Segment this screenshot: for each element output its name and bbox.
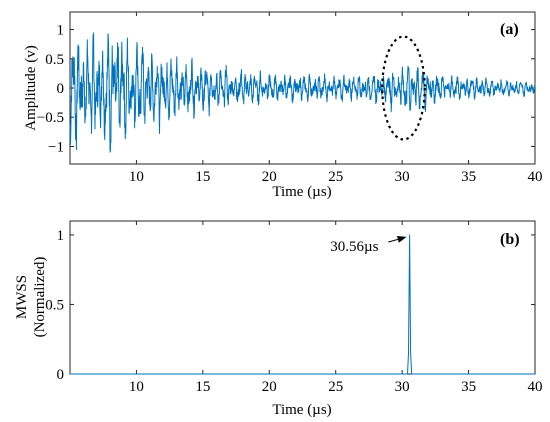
panel-b-annotation-arrow: [388, 238, 399, 243]
panel-b-ylabel-line2: (Normalized): [32, 257, 48, 338]
panel-b-xtick-label: 20: [262, 379, 277, 395]
panel-b-axes-box: [69, 220, 536, 375]
panel-a-signal-line: [69, 32, 536, 153]
panel-a-ticks: 10 15 20 25 30 35 40 −1 −0.5 0 0.5 1: [37, 12, 543, 185]
panel-a-xtick-label: 20: [262, 169, 277, 185]
panel-b-mwss-line: [70, 234, 535, 375]
panel-a-xtick-label: 35: [461, 169, 476, 185]
panel-a-xtick-label: 25: [328, 169, 343, 185]
panel-b-chart: 10 15 20 25 30 35 40 0 0.5 1 30.56µs (b) Time (µs…: [14, 220, 543, 418]
panel-a-xtick-label: 40: [528, 169, 543, 185]
panel-b-tag: (b): [500, 231, 520, 248]
panel-b-xtick-label: 35: [461, 379, 476, 395]
panel-a-xtick-label: 30: [395, 169, 410, 185]
panel-b-ytick-label: 0: [57, 367, 65, 383]
panel-a-xtick-label: 10: [129, 169, 144, 185]
panel-b-peak-annotation: 30.56µs: [330, 239, 378, 255]
panel-a-ytick-label: −1: [48, 139, 64, 155]
panel-a-ytick-label: 0: [57, 81, 65, 97]
panel-b-xtick-label: 10: [129, 379, 144, 395]
panel-b-xtick-label: 30: [395, 379, 410, 395]
panel-a-xtick-label: 15: [195, 169, 210, 185]
panel-b-ylabel-line1: MWSS: [14, 275, 30, 319]
panel-a-tag: (a): [500, 21, 519, 38]
panel-a-ytick-label: 1: [57, 23, 65, 39]
panel-a-ytick-label: 0.5: [45, 52, 64, 68]
panel-b-xtick-label: 25: [328, 379, 343, 395]
panel-a-ytick-label: −0.5: [37, 110, 64, 126]
panel-b-ticks: 10 15 20 25 30 35 40 0 0.5 1: [45, 221, 543, 395]
panel-a-highlight-ellipse: [381, 35, 426, 141]
panel-b-xtick-label: 15: [195, 379, 210, 395]
panel-a-ylabel: Amplitude (v): [23, 45, 39, 130]
panel-a-chart: 10 15 20 25 30 35 40−1−0.500.51 (a) Time (µs) …: [23, 11, 543, 200]
panel-b-xlabel: Time (µs): [272, 402, 331, 418]
panel-b-annotation-arrowhead: [396, 235, 407, 243]
panel-b-xtick-label: 40: [528, 379, 543, 395]
panel-b-ytick-label: 1: [57, 228, 65, 244]
panel-a-xlabel: Time (µs): [272, 184, 331, 200]
panel-b-ytick-label: 0.5: [45, 297, 64, 313]
